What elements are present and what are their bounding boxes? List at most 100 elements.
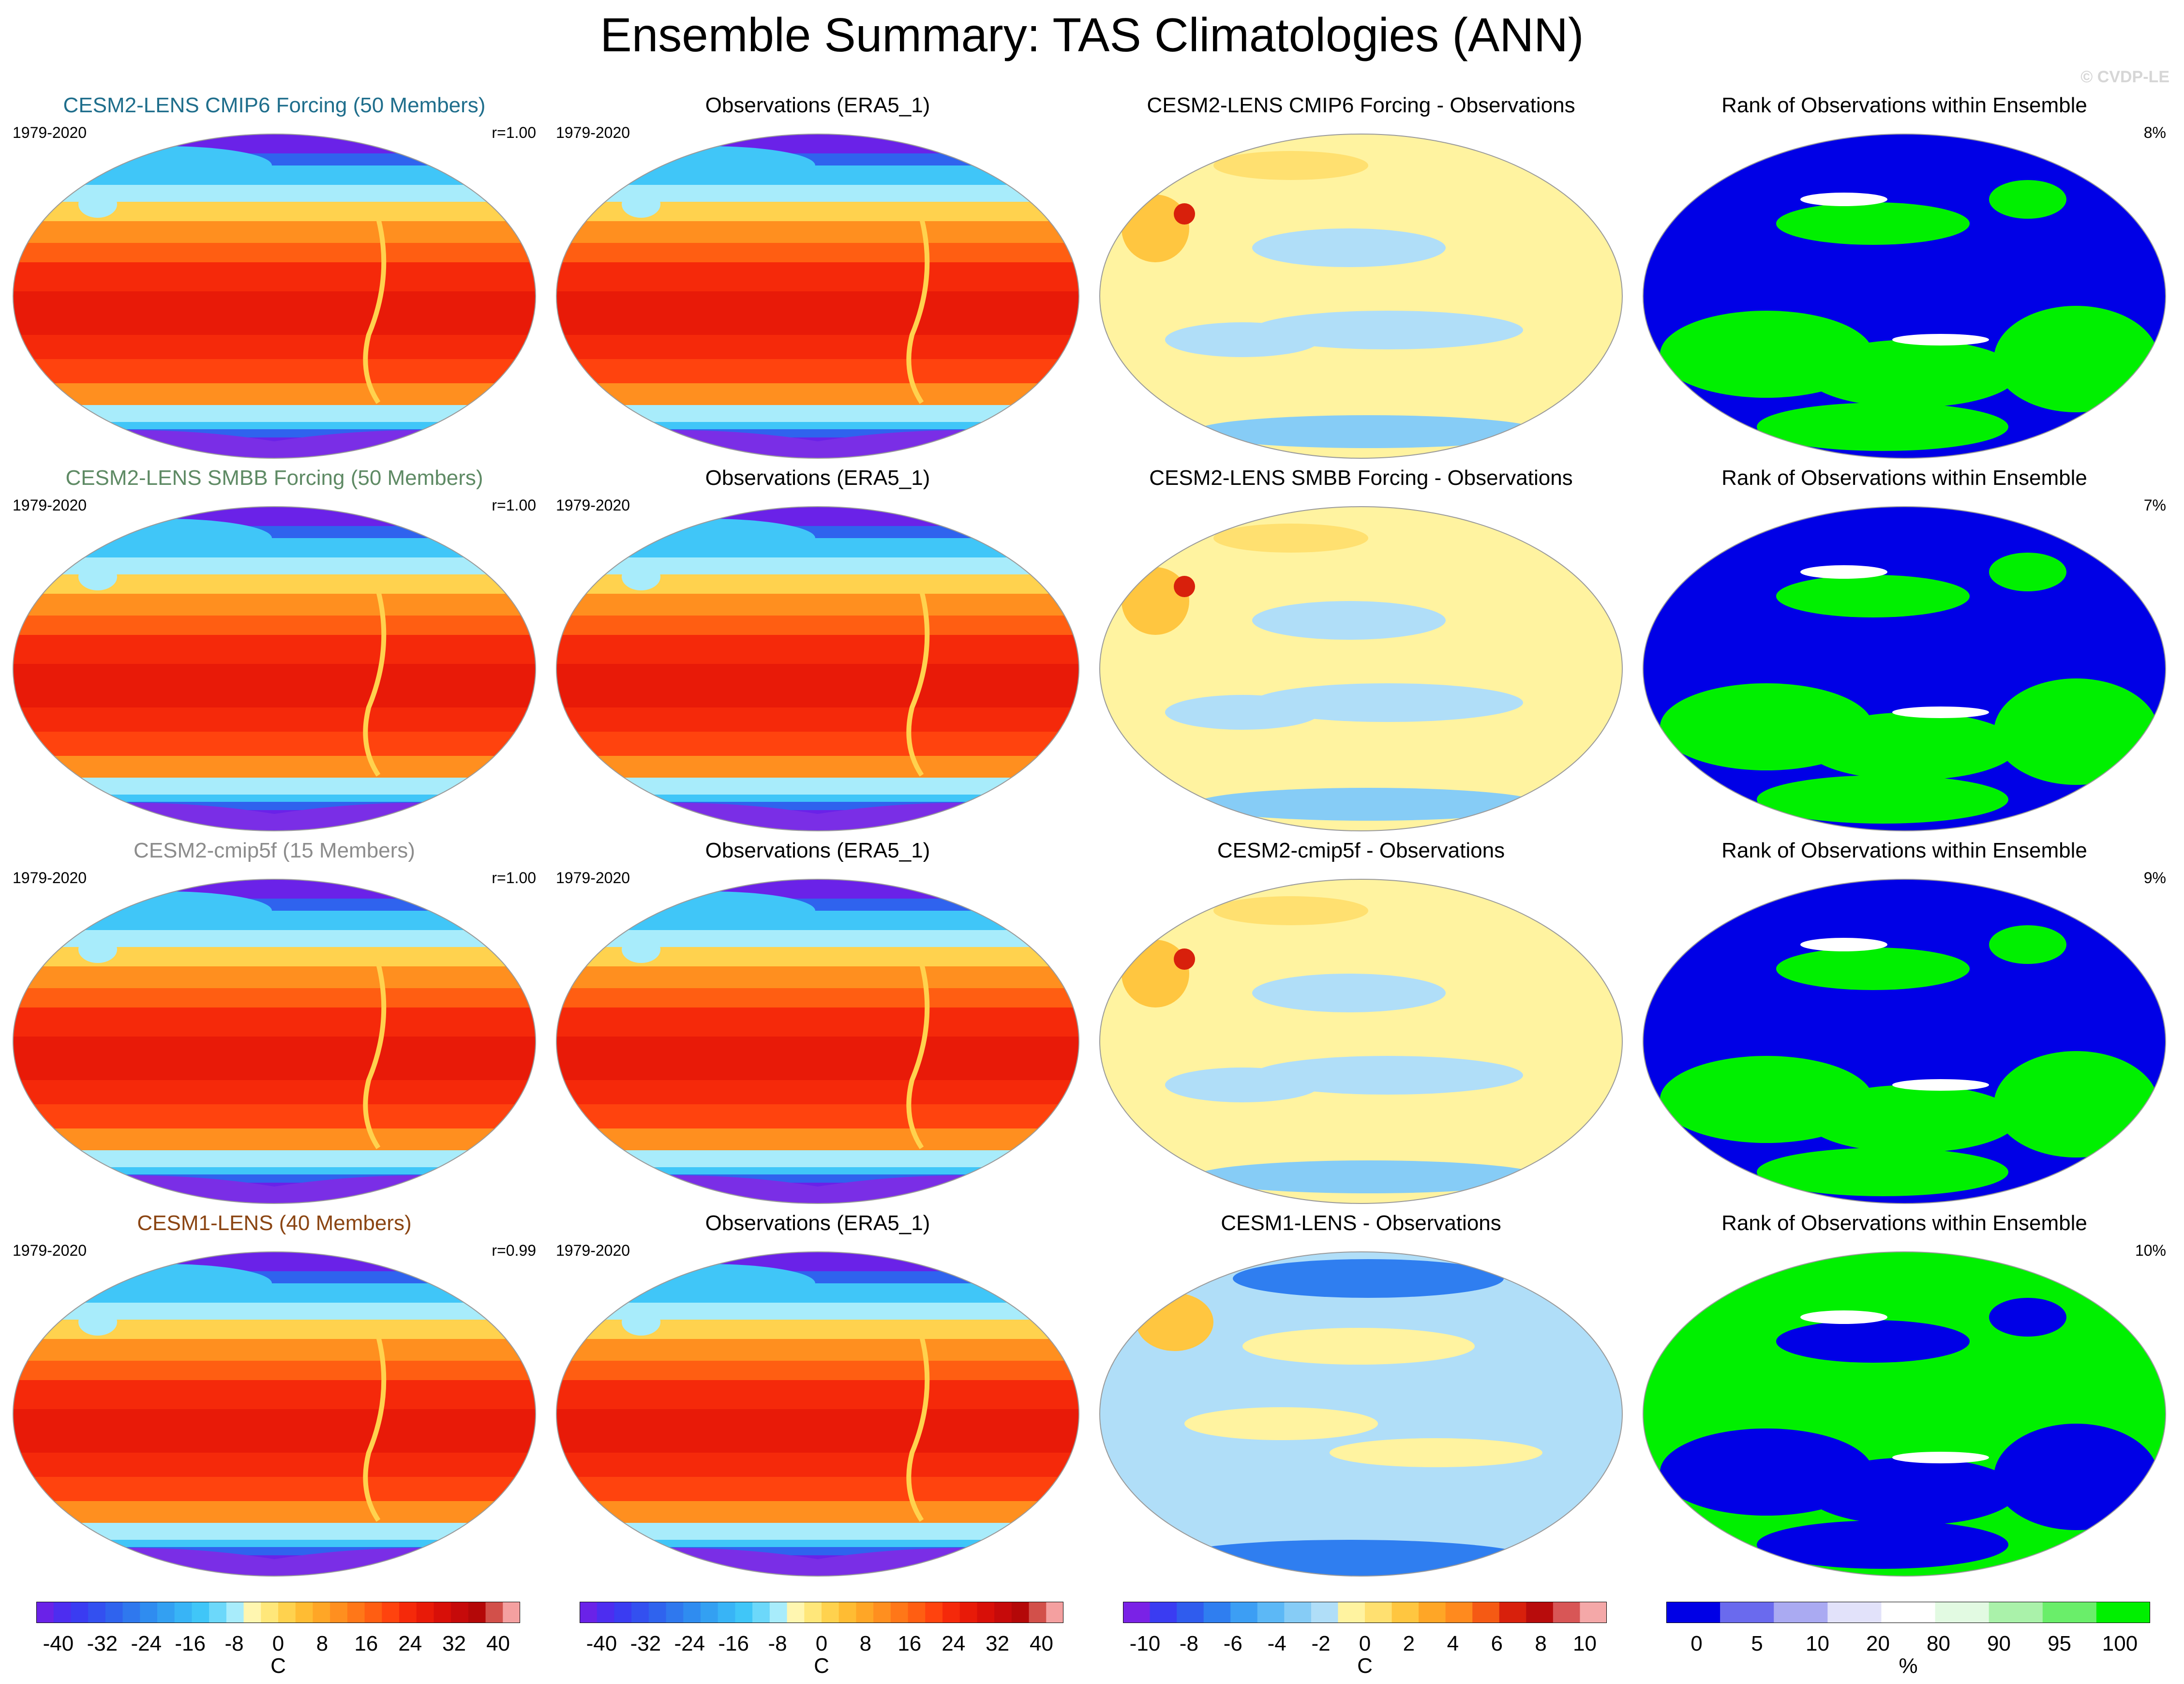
colorbar-tick-label: 4 — [1447, 1632, 1459, 1655]
colorbar-swatch — [614, 1602, 632, 1623]
panel-title: Rank of Observations within Ensemble — [1721, 466, 2087, 490]
colorbar-swatch — [434, 1602, 451, 1623]
colorbar-swatch — [1526, 1602, 1554, 1623]
colorbar: -10 -8 -6 -4 -2 0 2 4 6 8 10 C — [1123, 1602, 1612, 1678]
map-panel-rank: Rank of Observations within Ensemble 8% — [1636, 92, 2173, 465]
period-label: 1979-2020 — [556, 869, 630, 887]
panel-title: Observations (ERA5_1) — [705, 466, 930, 490]
map-panel-diff: CESM1-LENS - Observations — [1092, 1210, 1630, 1582]
colorbar-swatch — [122, 1602, 140, 1623]
period-label: 1979-2020 — [13, 496, 87, 514]
colorbar-swatch — [752, 1602, 770, 1623]
panel-title: Rank of Observations within Ensemble — [1721, 93, 2087, 117]
colorbar-tick-label: 20 — [1866, 1632, 1890, 1655]
colorbar-swatch — [666, 1602, 684, 1623]
colorbar-swatch — [53, 1602, 71, 1623]
colorbar-swatch — [278, 1602, 296, 1623]
page-title: Ensemble Summary: TAS Climatologies (ANN… — [600, 8, 1584, 61]
colorbar-unit: C — [814, 1654, 829, 1678]
colorbar-swatch — [1881, 1602, 1936, 1623]
colorbar-swatches — [1123, 1602, 1607, 1623]
period-label: 1979-2020 — [13, 1242, 87, 1259]
colorbar-tick-label: -16 — [175, 1632, 206, 1655]
panel-title: Observations (ERA5_1) — [705, 839, 930, 862]
colorbar-tick-label: -8 — [1179, 1632, 1198, 1655]
map-panel-rank: Rank of Observations within Ensemble 10% — [1636, 1210, 2173, 1582]
map-panel-rank: Rank of Observations within Ensemble 7% — [1636, 465, 2173, 837]
colorbar-tick-label: 0 — [1690, 1632, 1703, 1655]
map-panel-diff: CESM2-LENS SMBB Forcing - Observations — [1092, 465, 1630, 837]
map-panel-obs: Observations (ERA5_1) 1979-2020 — [549, 465, 1086, 837]
colorbar-swatch — [1177, 1602, 1204, 1623]
colorbar-swatch — [718, 1602, 735, 1623]
colorbar-tick-label: -4 — [1267, 1632, 1286, 1655]
colorbar-swatch — [36, 1602, 54, 1623]
panel-title: Observations (ERA5_1) — [705, 93, 930, 117]
colorbar-tick-label: 32 — [986, 1632, 1010, 1655]
colorbar-tick-label: 90 — [1987, 1632, 2011, 1655]
world-map-diff — [1097, 504, 1625, 833]
colorbar-swatch — [994, 1602, 1012, 1623]
colorbar-tick-label: 16 — [898, 1632, 922, 1655]
colorbar-swatch — [140, 1602, 158, 1623]
period-label: 1979-2020 — [556, 1242, 630, 1259]
colorbar-swatch — [1203, 1602, 1231, 1623]
colorbar-swatch — [1445, 1602, 1473, 1623]
colorbar-swatch — [942, 1602, 960, 1623]
colorbar-tick-label: 40 — [486, 1632, 510, 1655]
colorbar-tick-label: 0 — [272, 1632, 284, 1655]
colorbar-swatch — [347, 1602, 365, 1623]
period-label: 1979-2020 — [13, 124, 87, 141]
colorbar-swatch — [364, 1602, 382, 1623]
colorbar-swatch — [597, 1602, 614, 1623]
colorbar-swatch — [1230, 1602, 1258, 1623]
colorbar: 0 5 10 20 80 90 95 100% — [1666, 1602, 2155, 1678]
colorbar-swatch — [1935, 1602, 1990, 1623]
panel-title: CESM2-LENS SMBB Forcing - Observations — [1149, 466, 1573, 490]
world-map-rank — [1641, 132, 2168, 461]
colorbar-swatch — [1257, 1602, 1285, 1623]
colorbar-tick-label: -32 — [630, 1632, 661, 1655]
colorbar-tick-label: -8 — [768, 1632, 787, 1655]
colorbar-swatch — [1123, 1602, 1151, 1623]
world-map-obs — [554, 132, 1081, 461]
colorbar-swatch — [88, 1602, 106, 1623]
world-map-obs — [554, 1249, 1081, 1579]
colorbar-unit: C — [1357, 1654, 1373, 1678]
map-panel-model: CESM1-LENS (40 Members) 1979-2020 r=0.99 — [6, 1210, 543, 1582]
colorbar-swatch — [243, 1602, 261, 1623]
colorbar-swatch — [313, 1602, 330, 1623]
world-map-model — [11, 132, 538, 461]
colorbar-tick-label: -16 — [718, 1632, 749, 1655]
colorbar-swatch — [226, 1602, 244, 1623]
map-panel-rank: Rank of Observations within Ensemble 9% — [1636, 837, 2173, 1210]
world-map-diff — [1097, 877, 1625, 1206]
colorbar-swatch — [503, 1602, 520, 1623]
world-map-model — [11, 877, 538, 1206]
period-label: 1979-2020 — [13, 869, 87, 887]
rank-percent: 8% — [2143, 124, 2166, 141]
colorbar-swatch — [1720, 1602, 1774, 1623]
colorbar-swatch — [485, 1602, 503, 1623]
colorbar-swatch — [1989, 1602, 2043, 1623]
colorbar-swatch — [1150, 1602, 1177, 1623]
colorbar-swatch — [2042, 1602, 2097, 1623]
colorbar-swatch — [1472, 1602, 1500, 1623]
colorbar-tick-label: -10 — [1129, 1632, 1161, 1655]
pattern-correlation: r=0.99 — [492, 1242, 536, 1259]
colorbar-swatch — [1419, 1602, 1446, 1623]
colorbar-tick-label: -40 — [586, 1632, 617, 1655]
colorbar-swatch — [382, 1602, 400, 1623]
colorbar-tick-label: -32 — [87, 1632, 118, 1655]
colorbar-swatch — [1029, 1602, 1047, 1623]
colorbar-swatch — [174, 1602, 192, 1623]
panel-title: Rank of Observations within Ensemble — [1721, 1211, 2087, 1235]
colorbar-tick-label: -24 — [131, 1632, 162, 1655]
colorbar-swatch — [908, 1602, 926, 1623]
world-map-model — [11, 504, 538, 833]
map-panel-model: CESM2-LENS CMIP6 Forcing (50 Members) 197… — [6, 92, 543, 465]
colorbar-tick-label: 8 — [859, 1632, 872, 1655]
colorbar-swatch — [330, 1602, 348, 1623]
colorbar-swatch — [157, 1602, 175, 1623]
colorbar-swatch — [295, 1602, 313, 1623]
